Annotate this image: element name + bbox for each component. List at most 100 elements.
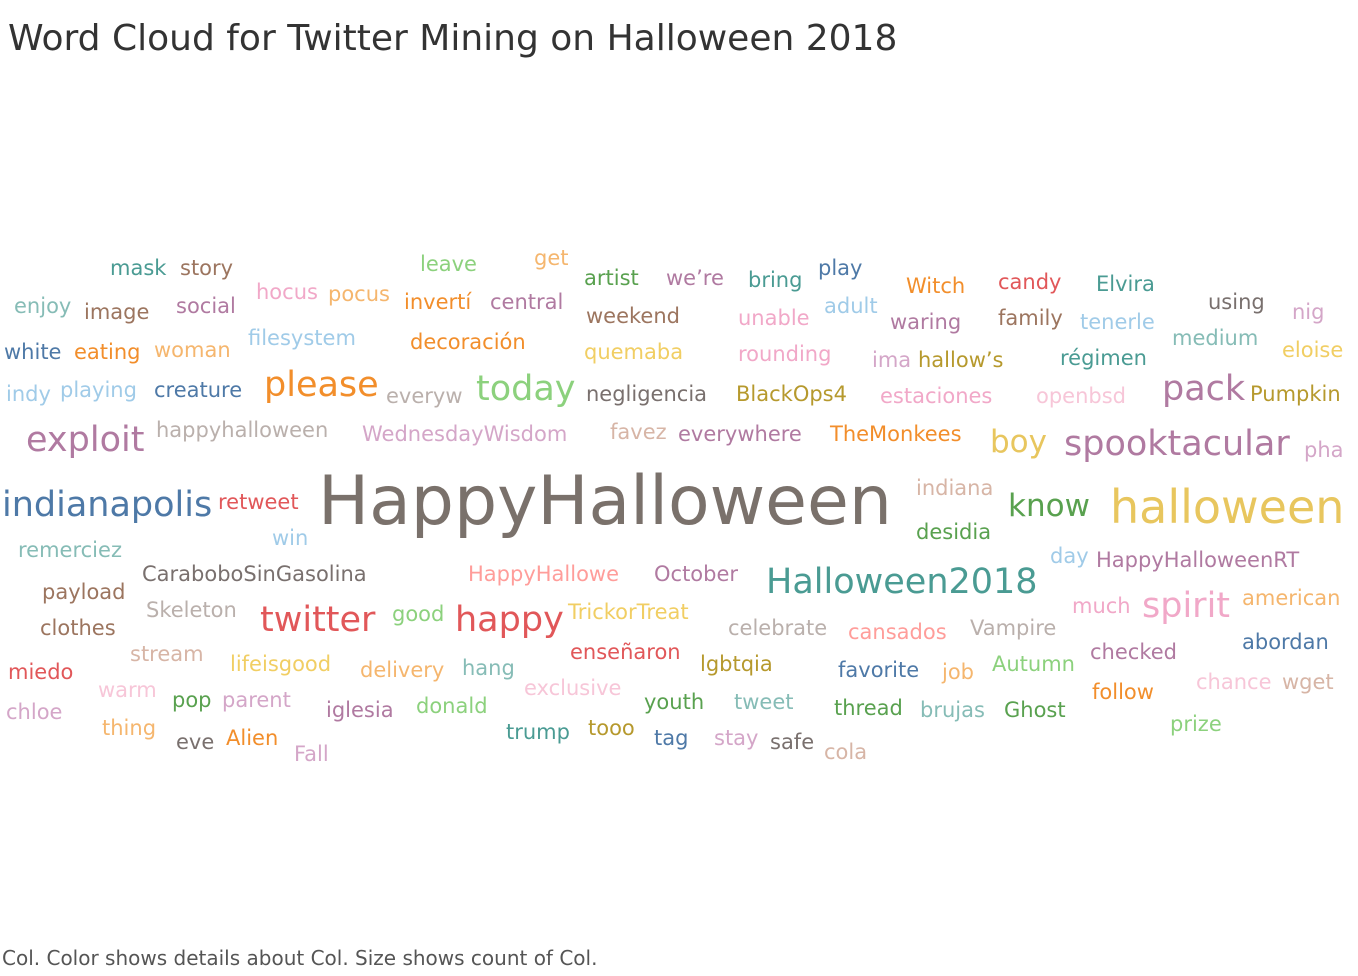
word-37: tenerle	[1080, 310, 1155, 334]
word-63: favez	[610, 420, 667, 444]
word-92: favorite	[838, 658, 920, 682]
word-26: image	[84, 300, 150, 324]
word-30: invertí	[404, 290, 472, 314]
word-94: Autumn	[992, 652, 1075, 676]
word-8: exploit	[26, 420, 145, 460]
word-112: brujas	[920, 698, 985, 722]
word-3: indianapolis	[2, 485, 213, 525]
word-118: tag	[654, 726, 689, 750]
word-68: indiana	[916, 476, 994, 500]
word-52: indy	[6, 382, 51, 406]
word-114: prize	[1170, 712, 1222, 736]
word-2: Halloween2018	[766, 562, 1038, 602]
word-122: Alien	[226, 726, 279, 750]
word-42: woman	[154, 338, 231, 362]
word-105: parent	[222, 688, 291, 712]
word-29: pocus	[328, 282, 390, 306]
word-40: white	[4, 340, 62, 364]
word-124: Fall	[294, 742, 329, 766]
word-111: thread	[834, 696, 903, 720]
word-6: happy	[455, 600, 564, 640]
word-57: BlackOps4	[736, 382, 847, 406]
word-62: WednesdayWisdom	[362, 422, 568, 446]
word-18: artist	[584, 266, 639, 290]
word-58: estaciones	[880, 384, 993, 408]
word-90: enseñaron	[570, 640, 681, 664]
word-17: get	[534, 246, 569, 270]
word-12: boy	[990, 424, 1047, 460]
word-79: american	[1242, 586, 1341, 610]
word-32: weekend	[586, 304, 680, 328]
word-71: win	[272, 526, 309, 550]
word-43: filesystem	[248, 326, 356, 350]
word-35: waring	[890, 310, 962, 334]
word-54: creature	[154, 378, 243, 402]
word-33: unable	[738, 306, 810, 330]
word-65: TheMonkees	[830, 422, 962, 446]
word-82: TrickorTreat	[568, 600, 689, 624]
word-86: clothes	[40, 616, 116, 640]
word-60: Pumpkin	[1250, 382, 1341, 406]
word-67: retweet	[218, 490, 299, 514]
word-110: tweet	[734, 690, 794, 714]
word-11: spirit	[1142, 586, 1231, 626]
word-15: story	[180, 256, 234, 280]
word-61: happyhalloween	[156, 418, 329, 442]
word-47: ima	[872, 348, 912, 372]
word-89: lifeisgood	[230, 652, 332, 676]
word-70: remerciez	[18, 538, 122, 562]
word-4: spooktacular	[1064, 424, 1290, 464]
word-13: know	[1008, 488, 1090, 524]
word-50: medium	[1172, 326, 1259, 350]
word-102: exclusive	[524, 676, 622, 700]
word-73: HappyHalloweenRT	[1096, 548, 1300, 572]
word-53: playing	[60, 378, 137, 402]
word-14: mask	[110, 256, 167, 280]
word-83: celebrate	[728, 616, 828, 640]
word-87: abordan	[1242, 630, 1329, 654]
word-123: cola	[824, 740, 868, 764]
word-103: follow	[1092, 680, 1154, 704]
word-27: social	[176, 294, 236, 318]
word-101: warm	[98, 678, 157, 702]
word-45: quemaba	[584, 340, 684, 364]
word-55: everyw	[386, 384, 463, 408]
word-115: thing	[102, 716, 157, 740]
chart-title: Word Cloud for Twitter Mining on Hallowe…	[8, 18, 898, 59]
word-44: decoración	[410, 330, 526, 354]
word-66: pha	[1304, 438, 1344, 462]
word-88: stream	[130, 642, 204, 666]
word-9: please	[264, 365, 379, 405]
word-95: checked	[1090, 640, 1177, 664]
word-10: pack	[1162, 369, 1246, 409]
word-16: leave	[420, 252, 477, 276]
word-19: we’re	[666, 266, 724, 290]
word-1: halloween	[1110, 480, 1345, 534]
word-108: donald	[416, 694, 488, 718]
word-22: Witch	[906, 274, 966, 298]
word-36: family	[998, 306, 1063, 330]
word-64: everywhere	[678, 422, 802, 446]
word-78: much	[1072, 594, 1131, 618]
word-100: wget	[1282, 670, 1334, 694]
word-84: cansados	[848, 620, 947, 644]
word-0: HappyHalloween	[318, 462, 892, 541]
word-49: régimen	[1060, 346, 1147, 370]
word-121: eve	[176, 730, 215, 754]
word-23: candy	[998, 270, 1062, 294]
word-106: chloe	[6, 700, 63, 724]
word-107: iglesia	[326, 698, 394, 722]
word-31: central	[490, 290, 564, 314]
word-28: hocus	[256, 280, 318, 304]
word-76: HappyHallowe	[468, 562, 620, 586]
word-99: chance	[1196, 670, 1272, 694]
word-69: desidia	[916, 520, 992, 544]
word-97: delivery	[360, 658, 445, 682]
chart-caption: Col. Color shows details about Col. Size…	[2, 946, 598, 970]
word-119: stay	[714, 726, 759, 750]
word-117: tooo	[588, 716, 635, 740]
word-34: adult	[824, 294, 878, 318]
word-59: openbsd	[1036, 384, 1127, 408]
word-25: enjoy	[14, 294, 72, 318]
